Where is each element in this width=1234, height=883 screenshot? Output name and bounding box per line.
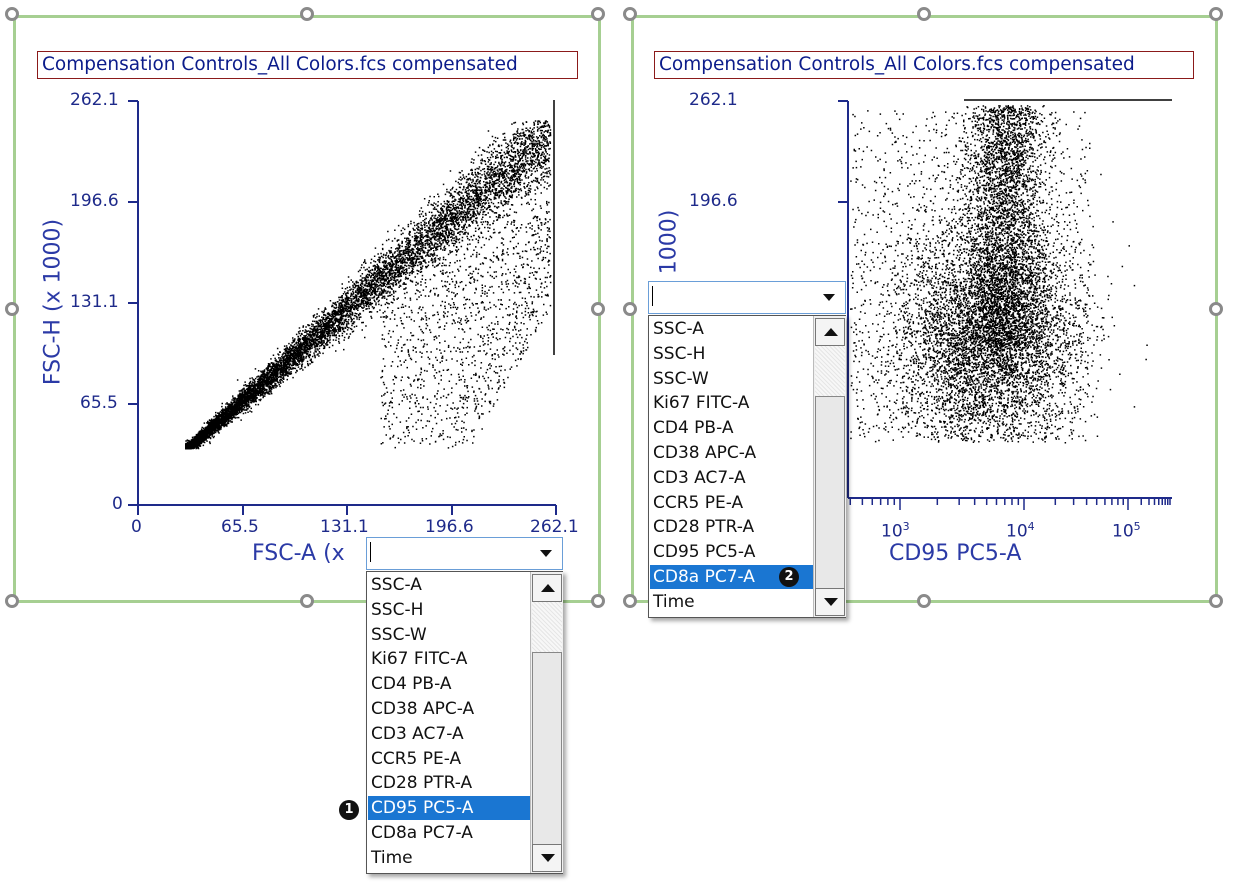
- list-item[interactable]: CD4 PB-A: [653, 418, 734, 439]
- scrollbar-track[interactable]: [532, 602, 562, 652]
- plot1-y-tick-65: 65.5: [80, 393, 118, 413]
- x-parameter-list: SSC-A SSC-H SSC-W Ki67 FITC-A CD4 PB-A CD38 A…: [366, 571, 563, 874]
- text-caret: [652, 286, 653, 306]
- plot1-handle-bl[interactable]: [5, 594, 19, 608]
- plot1-y-tick-0: 0: [112, 494, 123, 514]
- plot1-handle-tr[interactable]: [591, 7, 605, 21]
- plot1-y-tick-262: 262.1: [70, 90, 119, 110]
- plot2-y-axis-label[interactable]: 1000): [656, 209, 682, 275]
- plot1-handle-tl[interactable]: [5, 7, 19, 21]
- list-item[interactable]: CD28 PTR-A: [371, 773, 473, 794]
- list-item[interactable]: CD8a PC7-A: [371, 823, 473, 843]
- list-item[interactable]: SSC-A: [371, 575, 422, 595]
- list-item[interactable]: CD38 APC-A: [653, 443, 757, 463]
- plot2-handle-bm[interactable]: [917, 594, 931, 608]
- plot2-handle-bl[interactable]: [623, 594, 637, 608]
- plot1-x-tick-65: 65.5: [221, 517, 259, 537]
- plot1-x-tick-131: 131.1: [320, 517, 369, 537]
- plot2-x-tick-1e4: 104: [1006, 520, 1035, 542]
- plot2-handle-ml[interactable]: [623, 302, 637, 316]
- chevron-down-icon[interactable]: [530, 538, 562, 569]
- plot2-x-axis-label[interactable]: CD95 PC5-A: [889, 541, 1022, 566]
- list-item[interactable]: CD95 PC5-A: [653, 542, 756, 563]
- plot1-handle-bm[interactable]: [300, 594, 314, 608]
- y-parameter-dropdown[interactable]: [648, 281, 846, 314]
- scrollbar-thumb[interactable]: [532, 652, 562, 845]
- plot1-handle-ml[interactable]: [5, 302, 19, 316]
- plot1-handle-br[interactable]: [591, 594, 605, 608]
- plot2-y-tick-262: 262.1: [689, 90, 738, 110]
- plot1-x-tick-196: 196.6: [425, 517, 474, 537]
- plot2-handle-br[interactable]: [1209, 594, 1223, 608]
- list-item[interactable]: SSC-W: [653, 368, 709, 389]
- plot2-x-tick-1e3: 103: [881, 520, 910, 542]
- plot1-y-tick-196: 196.6: [70, 191, 119, 211]
- list-item[interactable]: Time: [653, 591, 695, 612]
- plot1-y-tick-131: 131.1: [70, 292, 119, 312]
- plot1-x-axis-label[interactable]: FSC-A (x: [252, 541, 345, 566]
- plot2-handle-mr[interactable]: [1209, 302, 1223, 316]
- list-item[interactable]: CD95 PC5-A: [368, 796, 530, 821]
- list-item[interactable]: SSC-H: [653, 343, 706, 364]
- list-item[interactable]: SSC-W: [371, 624, 427, 645]
- scroll-down-button[interactable]: [532, 844, 562, 872]
- y-parameter-list: SSC-A SSC-H SSC-W Ki67 FITC-A CD4 PB-A CD38 A…: [648, 315, 846, 618]
- list-item[interactable]: CCR5 PE-A: [371, 748, 462, 769]
- list-item[interactable]: CD8a PC7-A 2: [650, 565, 813, 589]
- list-item[interactable]: Time: [371, 847, 413, 868]
- plot1-handle-tm[interactable]: [300, 7, 314, 21]
- plot1-handle-mr[interactable]: [591, 302, 605, 316]
- step-badge-2: 2: [779, 567, 799, 587]
- plot2-x-tick-1e5: 105: [1112, 520, 1141, 542]
- list-item[interactable]: Ki67 FITC-A: [653, 393, 750, 414]
- plot2-handle-tr[interactable]: [1209, 7, 1223, 21]
- scroll-up-button[interactable]: [815, 318, 845, 346]
- plot2-handle-tm[interactable]: [917, 7, 931, 21]
- plot1-x-tick-0: 0: [131, 517, 142, 537]
- list-item[interactable]: CD38 APC-A: [371, 699, 475, 719]
- y-parameter-scrollbar[interactable]: [813, 316, 846, 617]
- step-badge-1: 1: [339, 800, 359, 820]
- scrollbar-track[interactable]: [815, 346, 845, 396]
- plot2-handle-tl[interactable]: [623, 7, 637, 21]
- list-item[interactable]: CD28 PTR-A: [653, 517, 755, 538]
- plot2-y-tick-196: 196.6: [689, 191, 738, 211]
- plot2-title: Compensation Controls_All Colors.fcs com…: [654, 51, 1194, 79]
- list-item[interactable]: Ki67 FITC-A: [371, 649, 468, 670]
- list-item[interactable]: SSC-A: [653, 319, 704, 339]
- scrollbar-thumb[interactable]: [815, 396, 845, 589]
- list-item[interactable]: SSC-H: [371, 599, 424, 620]
- text-caret: [370, 542, 371, 562]
- plot1-title: Compensation Controls_All Colors.fcs com…: [37, 51, 578, 79]
- x-parameter-scrollbar[interactable]: [530, 572, 563, 873]
- list-item[interactable]: CCR5 PE-A: [653, 492, 744, 513]
- scroll-up-button[interactable]: [532, 574, 562, 602]
- list-item[interactable]: CD3 AC7-A: [371, 723, 464, 744]
- list-item[interactable]: CD4 PB-A: [371, 674, 452, 695]
- list-item[interactable]: CD3 AC7-A: [653, 467, 746, 488]
- scroll-down-button[interactable]: [815, 588, 845, 616]
- x-parameter-dropdown[interactable]: [366, 537, 563, 570]
- plot1-x-tick-262: 262.1: [530, 517, 579, 537]
- chevron-down-icon[interactable]: [813, 282, 845, 313]
